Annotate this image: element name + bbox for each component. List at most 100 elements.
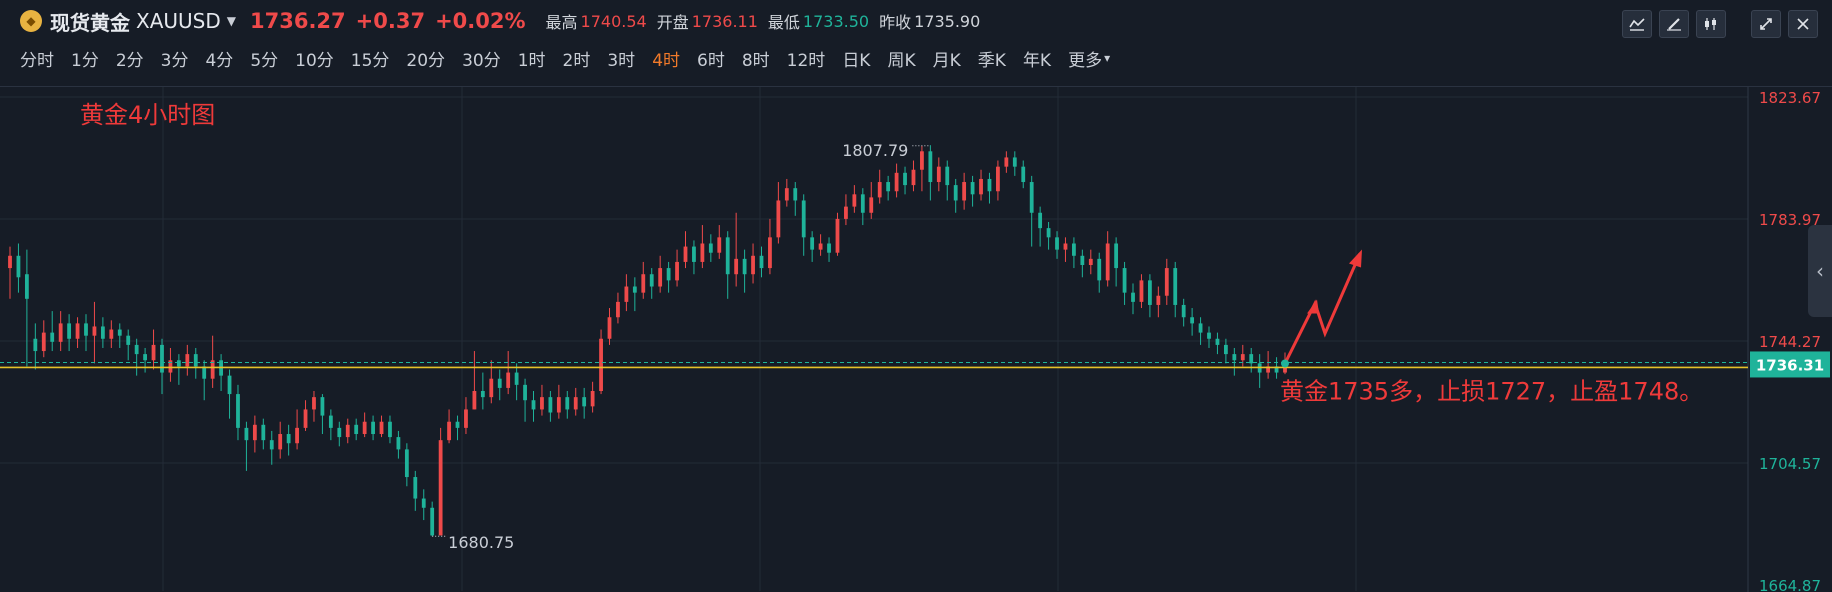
candle-body-61 [523, 384, 527, 401]
period-21[interactable]: 年K [1022, 50, 1052, 71]
period-11[interactable]: 2时 [562, 50, 591, 71]
candle-body-96 [818, 243, 823, 250]
candle-body-76 [649, 274, 654, 287]
chart-toolbar [1615, 10, 1818, 38]
candle-body-110 [936, 166, 941, 183]
candle-body-101 [860, 194, 865, 213]
period-16[interactable]: 12时 [786, 50, 826, 71]
candle-body-24 [210, 360, 215, 379]
shrink-icon[interactable] [1751, 10, 1781, 38]
candle-body-91 [776, 200, 781, 238]
candle-body-138 [1173, 268, 1178, 305]
candle-body-39 [337, 427, 342, 438]
candle-body-146 [1240, 354, 1245, 361]
candle-body-83 [708, 243, 713, 253]
low-value: 1733.50 [802, 11, 870, 31]
symbol-name: 现货黄金 [50, 10, 130, 35]
candle-body-9 [84, 323, 88, 336]
candle-body-40 [345, 424, 350, 438]
period-5[interactable]: 5分 [250, 50, 279, 71]
side-panel-toggle[interactable]: ‹ [1808, 225, 1832, 317]
candle-body-121 [1029, 182, 1034, 213]
period-7[interactable]: 15分 [350, 50, 390, 71]
candle-body-62 [531, 400, 536, 410]
candle-body-106 [903, 172, 907, 186]
period-15[interactable]: 8时 [741, 50, 770, 71]
candle-body-17 [151, 344, 156, 361]
candle-body-129 [1097, 258, 1102, 281]
candle-body-21 [185, 354, 190, 367]
candle-body-134 [1139, 280, 1144, 302]
candle-body-44 [379, 421, 384, 435]
candle-body-58 [497, 378, 502, 388]
candle-body-70 [599, 338, 603, 391]
candle-body-75 [641, 274, 646, 293]
period-2[interactable]: 2分 [115, 50, 144, 71]
candle-body-89 [759, 255, 764, 269]
candle-body-59 [506, 372, 511, 388]
candle-type-icon[interactable] [1696, 10, 1726, 38]
candle-body-145 [1232, 354, 1237, 361]
indicator-icon[interactable] [1622, 10, 1652, 38]
period-1[interactable]: 1分 [71, 50, 99, 71]
candle-body-52 [447, 421, 451, 441]
symbol-dropdown-icon[interactable]: ▼ [226, 14, 236, 28]
chevron-left-icon: ‹ [1816, 259, 1824, 283]
candle-body-30 [261, 424, 266, 441]
candle-body-150 [1274, 366, 1279, 373]
period-6[interactable]: 10分 [295, 50, 334, 71]
candle-body-136 [1156, 295, 1161, 305]
candle-body-78 [666, 268, 671, 281]
candle-body-87 [742, 258, 747, 275]
draw-icon[interactable] [1659, 10, 1689, 38]
header-divider [0, 86, 1832, 87]
candle-body-116 [987, 178, 992, 192]
low-label: 最低 [767, 13, 800, 32]
period-10[interactable]: 1时 [517, 50, 546, 71]
candle-body-50 [430, 507, 435, 536]
candle-body-27 [236, 394, 240, 428]
period-0[interactable]: 分时 [20, 50, 54, 71]
candlestick-chart[interactable]: 1823.67 1783.97 1744.27 1704.57 1664.87 1736.… [0, 87, 1832, 592]
period-8[interactable]: 20分 [406, 50, 446, 71]
candle-body-64 [548, 397, 553, 413]
candle-body-12 [109, 329, 114, 339]
candle-body-41 [354, 424, 359, 435]
candle-body-141 [1198, 323, 1203, 333]
candle-body-77 [658, 268, 663, 287]
close-icon[interactable] [1788, 10, 1818, 38]
candle-body-94 [801, 200, 806, 238]
candle-body-119 [1012, 157, 1017, 167]
candle-body-118 [1004, 157, 1009, 167]
candle-body-34 [295, 427, 299, 444]
candle-body-11 [100, 326, 105, 339]
more-dropdown-icon[interactable]: ▾ [1104, 51, 1111, 65]
period-9[interactable]: 30分 [462, 50, 501, 71]
period-22[interactable]: 更多 [1068, 50, 1103, 71]
candle-body-88 [751, 255, 755, 275]
candle-body-46 [396, 437, 401, 450]
period-4[interactable]: 4分 [205, 50, 234, 71]
period-20[interactable]: 季K [977, 50, 1006, 71]
period-13[interactable]: 4时 [652, 50, 681, 71]
candle-body-137 [1164, 268, 1169, 296]
candle-body-33 [286, 434, 291, 444]
candle-body-99 [844, 206, 848, 219]
period-19[interactable]: 月K [932, 50, 961, 71]
candle-body-13 [117, 329, 122, 336]
period-18[interactable]: 周K [887, 50, 916, 71]
candle-body-49 [421, 498, 426, 508]
period-3[interactable]: 3分 [160, 50, 189, 71]
candle-body-95 [810, 237, 815, 250]
candle-body-123 [1046, 228, 1051, 238]
symbol-code[interactable]: XAUUSD [136, 9, 221, 33]
period-14[interactable]: 6时 [697, 50, 725, 71]
candle-body-47 [404, 449, 409, 478]
period-17[interactable]: 日K [842, 50, 871, 71]
period-12[interactable]: 3时 [607, 50, 636, 71]
candle-body-149 [1266, 366, 1271, 373]
candle-body-2 [24, 274, 29, 299]
prev-close-value: 1735.90 [914, 11, 981, 31]
candle-body-113 [962, 182, 967, 201]
arrowhead-1 [1307, 299, 1319, 314]
